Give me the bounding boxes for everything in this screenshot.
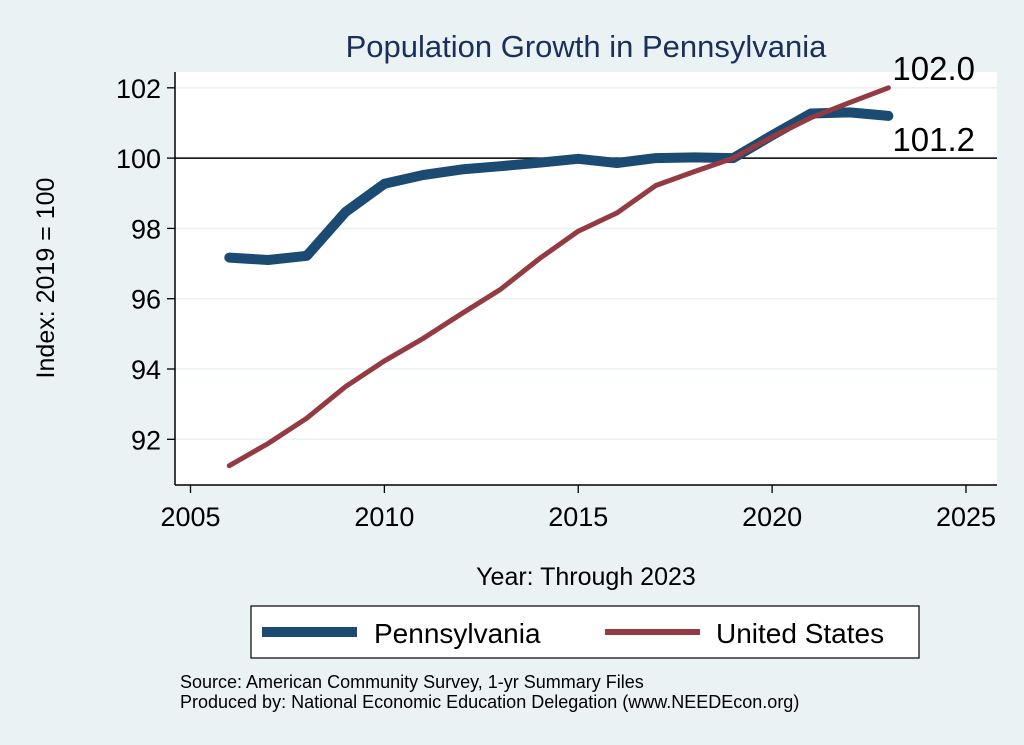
- legend-label-pennsylvania: Pennsylvania: [374, 618, 541, 649]
- chart-title: Population Growth in Pennsylvania: [346, 29, 828, 64]
- x-tick-label: 2015: [548, 502, 608, 532]
- y-tick-label: 94: [131, 355, 161, 385]
- x-axis-ticks: 2005 2010 2015 2020 2025: [160, 485, 996, 532]
- end-labels: 101.2 102.0: [892, 50, 975, 158]
- series-layer: [224, 85, 894, 469]
- x-tick-label: 2025: [936, 502, 996, 532]
- y-axis-ticks: 92 94 96 98 100 102: [116, 74, 175, 455]
- legend-box: [250, 605, 920, 659]
- series-line-united-states: [226, 85, 891, 469]
- legend-label-united-states: United States: [716, 618, 884, 649]
- x-tick-label: 2020: [742, 502, 802, 532]
- producer-note: Produced by: National Economic Education…: [180, 692, 799, 712]
- y-tick-label: 92: [131, 425, 161, 455]
- legend: Pennsylvania United States: [250, 605, 920, 659]
- end-label-pennsylvania: 101.2: [892, 121, 975, 158]
- y-tick-label: 102: [116, 74, 161, 104]
- y-tick-label: 100: [116, 144, 161, 174]
- x-axis-label: Year: Through 2023: [476, 563, 696, 591]
- end-label-united-states: 102.0: [892, 50, 975, 87]
- y-axis-label: Index: 2019 = 100: [32, 178, 60, 379]
- x-tick-label: 2010: [354, 502, 414, 532]
- y-tick-label: 96: [131, 285, 161, 315]
- source-note: Source: American Community Survey, 1-yr …: [180, 672, 644, 692]
- x-tick-label: 2005: [160, 502, 220, 532]
- y-tick-label: 98: [131, 214, 161, 244]
